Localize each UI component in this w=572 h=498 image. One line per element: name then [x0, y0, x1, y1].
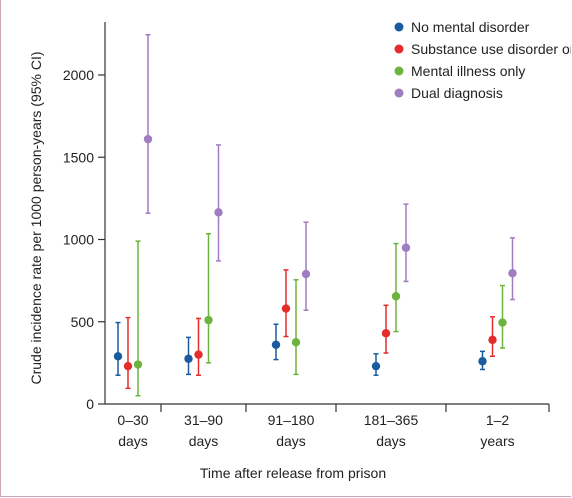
- y-axis-label: Crude incidence rate per 1000 person-yea…: [28, 51, 44, 384]
- data-point: [391, 292, 401, 301]
- data-point: [133, 360, 143, 369]
- data-point: [291, 338, 301, 347]
- data-point: [401, 243, 411, 252]
- legend-label: Mental illness only: [411, 63, 525, 79]
- data-point: [508, 269, 517, 278]
- data-point: [498, 318, 507, 327]
- legend-marker: [394, 22, 404, 32]
- x-tick-label: days: [189, 433, 219, 449]
- data-point: [204, 315, 213, 325]
- y-tick-label: 2000: [63, 67, 94, 83]
- x-tick-label: 181–365: [364, 412, 419, 428]
- legend-marker: [394, 88, 404, 98]
- x-tick-label: days: [376, 433, 406, 449]
- data-point: [301, 269, 311, 279]
- x-tick-label: days: [118, 433, 148, 449]
- y-tick-label: 1500: [63, 149, 94, 165]
- x-tick-label: 91–180: [268, 412, 315, 428]
- chart-marks: [113, 33, 517, 397]
- x-tick-label: days: [276, 433, 306, 449]
- y-tick-label: 0: [86, 396, 94, 412]
- x-tick-label: 31–90: [184, 412, 223, 428]
- data-point: [214, 208, 223, 217]
- data-point: [488, 335, 497, 345]
- data-point: [123, 361, 133, 371]
- legend-label: No mental disorder: [411, 19, 530, 35]
- data-point: [371, 361, 381, 371]
- data-point: [113, 352, 123, 361]
- data-point: [381, 329, 391, 338]
- data-point: [271, 340, 281, 349]
- x-tick-label: 1–2: [486, 412, 510, 428]
- axes: 0 500 1000 1500 2000 0–30 days 31–90 days 91–180 d…: [63, 22, 550, 449]
- data-point: [281, 304, 291, 313]
- legend-label: Substance use disorder only: [411, 41, 571, 57]
- y-tick-label: 1000: [63, 232, 94, 248]
- data-point: [478, 357, 487, 366]
- x-tick-label: 0–30: [117, 412, 148, 428]
- legend-label: Dual diagnosis: [411, 85, 503, 101]
- x-tick-label: years: [480, 433, 514, 449]
- legend-marker: [394, 44, 404, 54]
- data-point: [143, 134, 153, 144]
- data-point: [194, 350, 203, 359]
- x-axis-label: Time after release from prison: [200, 465, 386, 481]
- y-tick-label: 500: [71, 314, 95, 330]
- legend-marker: [394, 66, 404, 76]
- legend: No mental disorder Substance use disorder…: [394, 19, 571, 101]
- data-point: [184, 354, 193, 363]
